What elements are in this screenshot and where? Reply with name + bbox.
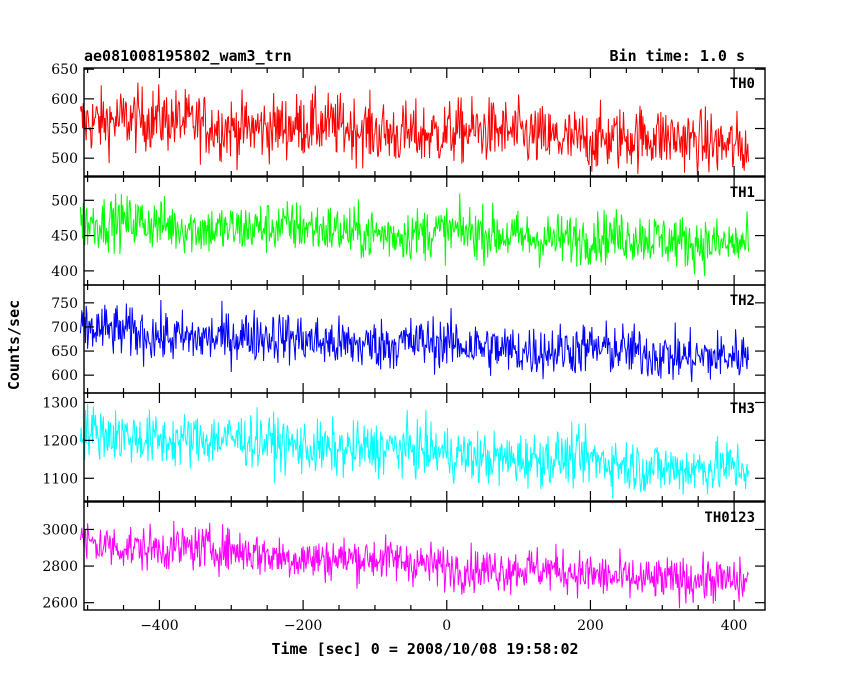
y-tick-label-th0123: 2800 (42, 559, 78, 575)
y-axis-label: Counts/sec (5, 300, 23, 390)
panel-label-th3: TH3 (730, 401, 755, 417)
series-th1 (79, 193, 749, 277)
y-tick-label-th1: 450 (51, 229, 78, 245)
panel-label-th1: TH1 (730, 185, 755, 201)
x-tick-label: −400 (140, 618, 178, 634)
x-tick-label: −200 (284, 618, 322, 634)
panel-frame-th0123 (83, 501, 766, 611)
y-tick-label-th0123: 3000 (42, 522, 78, 538)
panel-frame-th3 (83, 392, 766, 502)
y-tick-label-th3: 1300 (42, 395, 78, 411)
y-tick-label-th3: 1200 (42, 433, 78, 449)
y-tick-label-th2: 600 (51, 368, 78, 384)
panel-frame-th0 (83, 67, 766, 177)
series-th0 (79, 82, 749, 177)
y-tick-label-th1: 400 (51, 264, 78, 280)
y-tick-label-th2: 750 (51, 296, 78, 312)
y-tick-label-th0123: 2600 (42, 596, 78, 612)
y-tick-label-th2: 700 (51, 320, 78, 336)
x-axis-label: Time [sec] 0 = 2008/10/08 19:58:02 (271, 640, 578, 658)
panel-label-th0123: TH0123 (704, 510, 755, 526)
y-tick-label-th0: 600 (51, 92, 78, 108)
bin-time-label: Bin time: 1.0 s (610, 47, 745, 65)
series-th3 (79, 404, 749, 499)
y-tick-label-th3: 1100 (42, 471, 78, 487)
plot-title: ae081008195802_wam3_trn (84, 47, 292, 65)
y-tick-label-th2: 650 (51, 344, 78, 360)
y-tick-label-th0: 550 (51, 122, 78, 138)
y-tick-label-th1: 500 (51, 193, 78, 209)
series-th0123 (79, 520, 749, 609)
panel-label-th2: TH2 (730, 293, 755, 309)
x-tick-label: 400 (721, 618, 748, 634)
panel-label-th0: TH0 (730, 76, 755, 92)
y-tick-label-th0: 650 (51, 62, 78, 78)
y-tick-label-th0: 500 (51, 151, 78, 167)
series-th2 (79, 299, 749, 383)
x-tick-label: 0 (442, 618, 451, 634)
x-tick-label: 200 (577, 618, 604, 634)
